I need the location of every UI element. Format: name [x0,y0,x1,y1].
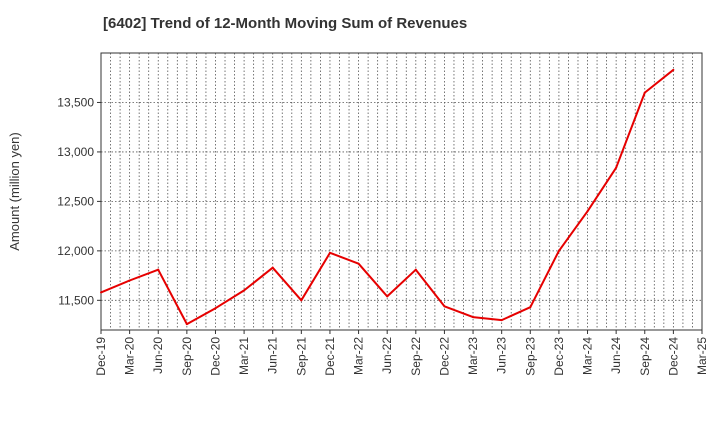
series-layer [100,68,675,326]
y-tick-label: 12,500 [57,194,94,208]
data-point [414,268,417,271]
x-tick-label: Jun-23 [495,337,509,374]
y-tick-label: 11,500 [58,293,94,307]
data-point [557,249,560,252]
data-point [615,166,618,169]
x-tick-label: Sep-22 [409,337,423,376]
data-point [271,266,274,269]
data-point [586,210,589,213]
data-point [472,316,475,319]
data-point [128,279,131,282]
data-point [500,319,503,322]
y-tick-label: 13,500 [57,95,94,109]
x-tick-label: Sep-20 [180,337,194,376]
data-point [386,295,389,298]
data-point [243,289,246,292]
x-tick-label: Jun-24 [609,337,623,374]
x-tick-label: Dec-24 [666,337,680,376]
x-tick-label: Sep-24 [638,337,652,376]
x-tick-label: Jun-20 [151,337,165,374]
y-axis: 11,500 12,000 12,500 13,000 13,500 [57,95,101,307]
x-tick-label: Sep-23 [523,337,537,376]
y-tick-label: 13,000 [57,145,94,159]
x-tick-label: Dec-20 [208,337,222,376]
x-tick-label: Jun-21 [266,337,280,374]
x-tick-label: Mar-21 [237,337,251,375]
data-point [157,268,160,271]
chart-title: [6402] Trend of 12-Month Moving Sum of R… [103,15,468,32]
data-point [214,307,217,310]
x-tick-label: Mar-24 [581,337,595,375]
data-point [643,91,646,94]
x-tick-label: Mar-23 [466,337,480,375]
x-tick-label: Mar-25 [695,337,709,375]
grid-lines [101,53,702,330]
x-tick-label: Mar-22 [352,337,366,375]
y-tick-label: 12,000 [57,244,94,258]
data-point [185,323,188,326]
data-point [443,305,446,308]
data-point [357,262,360,265]
plot-area-border [100,52,703,331]
data-point [672,68,675,71]
x-tick-label: Mar-20 [123,337,137,375]
x-tick-label: Jun-22 [380,337,394,374]
x-tick-label: Dec-22 [437,337,451,376]
x-tick-label: Dec-21 [323,337,337,376]
data-point [328,251,331,254]
x-tick-label: Dec-23 [552,337,566,376]
x-tick-label: Sep-21 [294,337,308,376]
data-point [300,299,303,302]
x-tick-label: Dec-19 [94,337,108,376]
y-axis-label: Amount (million yen) [7,132,22,251]
data-point [100,291,102,294]
data-point [529,306,532,309]
x-axis: Dec-19 Mar-20 Jun-20 Sep-20 Dec-20 Mar-21 Jun-… [94,330,709,376]
